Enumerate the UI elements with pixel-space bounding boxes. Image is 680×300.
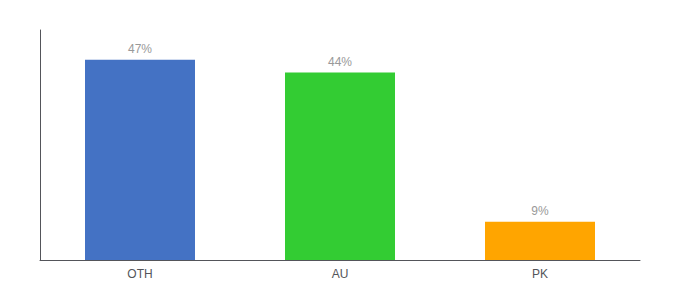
svg-text:OTH: OTH [127,267,152,281]
svg-text:9%: 9% [531,204,549,218]
svg-text:44%: 44% [328,55,352,69]
svg-text:47%: 47% [128,42,152,56]
svg-text:AU: AU [332,267,349,281]
svg-text:PK: PK [532,267,548,281]
